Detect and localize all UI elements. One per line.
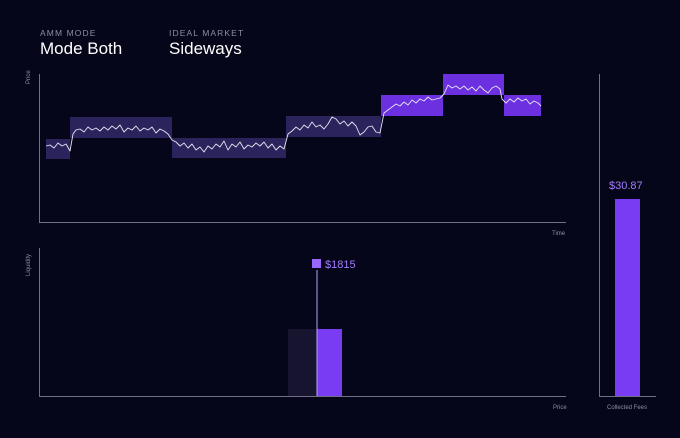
range-box <box>381 95 443 116</box>
liquidity-axis-label: Liquidity <box>26 254 32 276</box>
liquidity-bar-inactive <box>288 329 317 396</box>
fees-chart: $30.87 Collected Fees <box>599 74 656 411</box>
range-box <box>46 139 70 159</box>
market-label: IDEAL MARKET <box>169 28 245 38</box>
fees-axis-label: Collected Fees <box>607 405 647 411</box>
range-box <box>443 74 504 95</box>
fees-chart-axis <box>599 74 656 397</box>
price-line <box>45 84 542 153</box>
price-axis-label: Price <box>26 70 32 84</box>
fees-bar <box>615 199 640 396</box>
liquidity-chart-axis <box>39 248 566 397</box>
price-axis-label-bottom: Price <box>553 405 567 411</box>
market-value: Sideways <box>169 39 242 58</box>
price-chart: Price Time <box>26 70 566 237</box>
price-chart-axis <box>39 74 566 223</box>
amm-mode-label: AMM MODE <box>40 28 97 38</box>
time-axis-label: Time <box>552 231 566 237</box>
liquidity-chart: $1815 Liquidity Price <box>26 248 567 411</box>
fees-value-label: $30.87 <box>609 180 643 192</box>
range-box <box>286 116 381 137</box>
liquidity-bar-active <box>317 329 342 396</box>
price-marker-label: $1815 <box>325 259 356 271</box>
amm-mode-value: Mode Both <box>40 39 123 58</box>
price-marker-square <box>312 259 321 268</box>
range-box <box>504 95 541 116</box>
